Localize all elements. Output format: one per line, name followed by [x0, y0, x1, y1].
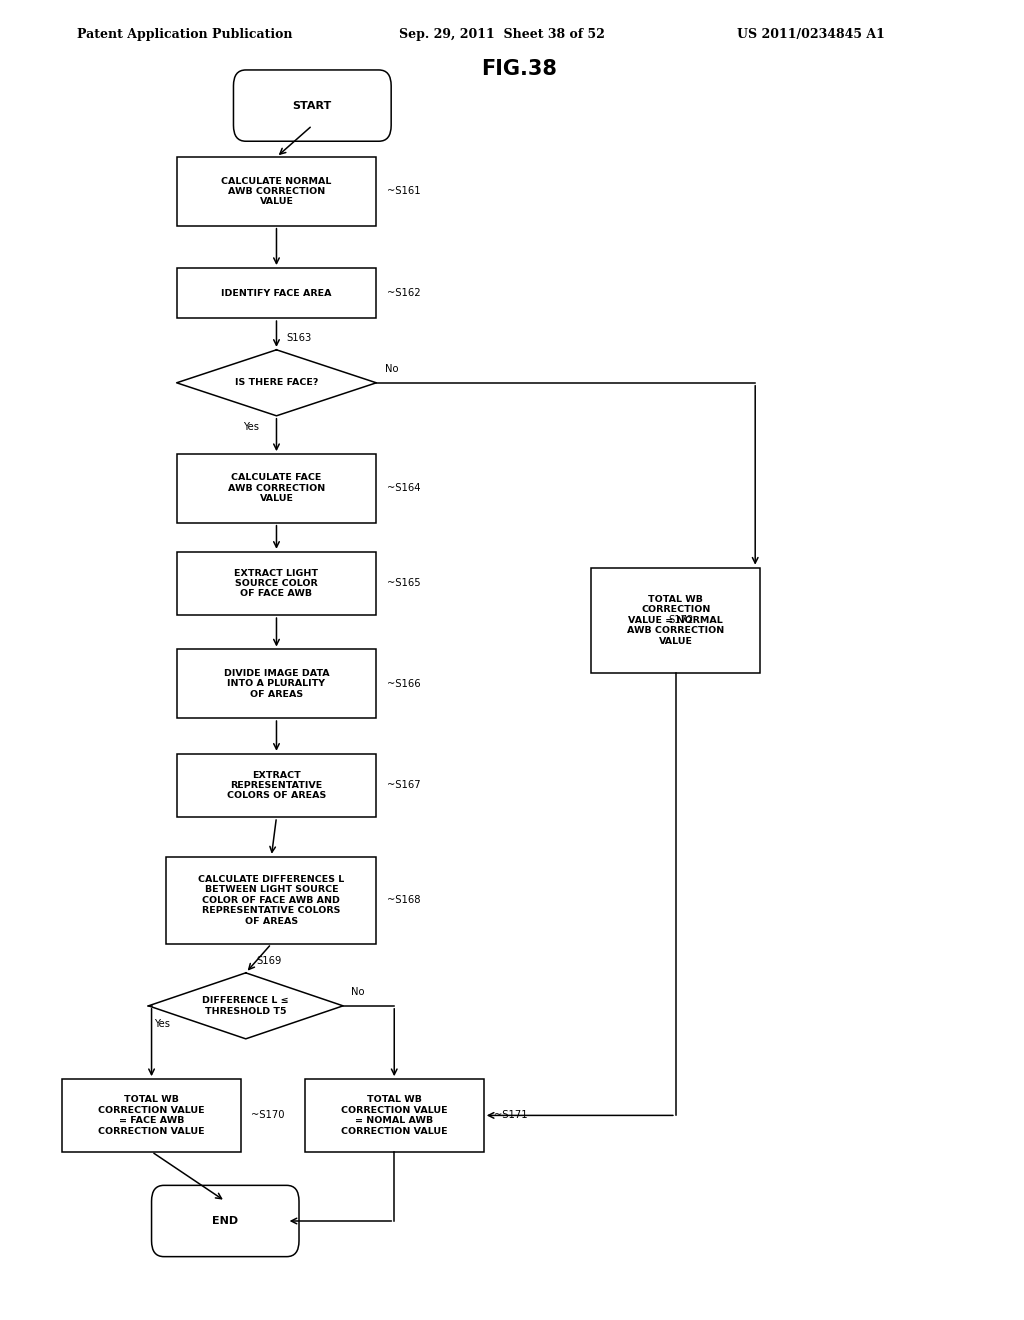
Text: No: No — [385, 363, 398, 374]
Text: ~S167: ~S167 — [387, 780, 420, 791]
Polygon shape — [148, 973, 343, 1039]
Text: Yes: Yes — [154, 1019, 170, 1030]
Text: EXTRACT LIGHT
SOURCE COLOR
OF FACE AWB: EXTRACT LIGHT SOURCE COLOR OF FACE AWB — [234, 569, 318, 598]
FancyBboxPatch shape — [177, 552, 377, 615]
Text: S172: S172 — [669, 615, 693, 626]
Text: EXTRACT
REPRESENTATIVE
COLORS OF AREAS: EXTRACT REPRESENTATIVE COLORS OF AREAS — [227, 771, 326, 800]
Text: ~S162: ~S162 — [387, 288, 420, 298]
Text: CALCULATE NORMAL
AWB CORRECTION
VALUE: CALCULATE NORMAL AWB CORRECTION VALUE — [221, 177, 332, 206]
Text: S163: S163 — [287, 333, 312, 343]
FancyBboxPatch shape — [61, 1080, 242, 1151]
FancyBboxPatch shape — [305, 1080, 483, 1151]
Text: START: START — [293, 100, 332, 111]
Text: TOTAL WB
CORRECTION VALUE
= FACE AWB
CORRECTION VALUE: TOTAL WB CORRECTION VALUE = FACE AWB COR… — [98, 1096, 205, 1135]
FancyBboxPatch shape — [177, 649, 377, 718]
Text: TOTAL WB
CORRECTION VALUE
= NOMAL AWB
CORRECTION VALUE: TOTAL WB CORRECTION VALUE = NOMAL AWB CO… — [341, 1096, 447, 1135]
Text: ~S168: ~S168 — [387, 895, 420, 906]
Text: ~S161: ~S161 — [387, 186, 420, 197]
Text: ~S164: ~S164 — [387, 483, 420, 494]
Text: Patent Application Publication: Patent Application Publication — [77, 29, 292, 41]
Text: ~S166: ~S166 — [387, 678, 420, 689]
FancyBboxPatch shape — [177, 754, 377, 817]
Text: No: No — [351, 986, 365, 997]
FancyBboxPatch shape — [177, 157, 377, 226]
Text: ~S170: ~S170 — [252, 1110, 285, 1121]
Text: Yes: Yes — [243, 422, 259, 433]
Text: ~S171: ~S171 — [495, 1110, 527, 1121]
Text: ~S165: ~S165 — [387, 578, 420, 589]
FancyBboxPatch shape — [177, 454, 377, 523]
FancyBboxPatch shape — [592, 568, 760, 673]
Text: IDENTIFY FACE AREA: IDENTIFY FACE AREA — [221, 289, 332, 297]
Text: DIVIDE IMAGE DATA
INTO A PLURALITY
OF AREAS: DIVIDE IMAGE DATA INTO A PLURALITY OF AR… — [223, 669, 330, 698]
Text: CALCULATE FACE
AWB CORRECTION
VALUE: CALCULATE FACE AWB CORRECTION VALUE — [228, 474, 325, 503]
Text: IS THERE FACE?: IS THERE FACE? — [234, 379, 318, 387]
Polygon shape — [177, 350, 377, 416]
Text: DIFFERENCE L ≤
THRESHOLD T5: DIFFERENCE L ≤ THRESHOLD T5 — [203, 997, 289, 1015]
Text: TOTAL WB
CORRECTION
VALUE = NORMAL
AWB CORRECTION
VALUE: TOTAL WB CORRECTION VALUE = NORMAL AWB C… — [628, 595, 724, 645]
Text: S169: S169 — [256, 956, 282, 966]
FancyBboxPatch shape — [167, 857, 377, 944]
Text: FIG.38: FIG.38 — [481, 58, 557, 79]
Text: CALCULATE DIFFERENCES L
BETWEEN LIGHT SOURCE
COLOR OF FACE AWB AND
REPRESENTATIV: CALCULATE DIFFERENCES L BETWEEN LIGHT SO… — [199, 875, 344, 925]
FancyBboxPatch shape — [233, 70, 391, 141]
Text: US 2011/0234845 A1: US 2011/0234845 A1 — [737, 29, 885, 41]
FancyBboxPatch shape — [152, 1185, 299, 1257]
FancyBboxPatch shape — [177, 268, 377, 318]
Text: END: END — [212, 1216, 239, 1226]
Text: Sep. 29, 2011  Sheet 38 of 52: Sep. 29, 2011 Sheet 38 of 52 — [399, 29, 605, 41]
